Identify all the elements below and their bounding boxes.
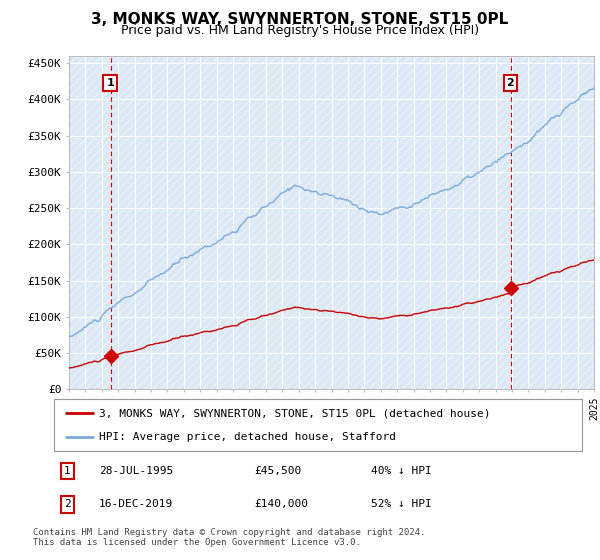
Text: £45,500: £45,500 xyxy=(254,466,302,476)
Text: 28-JUL-1995: 28-JUL-1995 xyxy=(99,466,173,476)
Text: Price paid vs. HM Land Registry's House Price Index (HPI): Price paid vs. HM Land Registry's House … xyxy=(121,24,479,36)
Text: 3, MONKS WAY, SWYNNERTON, STONE, ST15 0PL (detached house): 3, MONKS WAY, SWYNNERTON, STONE, ST15 0P… xyxy=(99,408,490,418)
Text: 3, MONKS WAY, SWYNNERTON, STONE, ST15 0PL: 3, MONKS WAY, SWYNNERTON, STONE, ST15 0P… xyxy=(91,12,509,27)
Text: 40% ↓ HPI: 40% ↓ HPI xyxy=(371,466,431,476)
Text: 2: 2 xyxy=(64,500,71,510)
Text: £140,000: £140,000 xyxy=(254,500,308,510)
Text: 16-DEC-2019: 16-DEC-2019 xyxy=(99,500,173,510)
Text: 1: 1 xyxy=(64,466,71,476)
Text: 1: 1 xyxy=(106,78,114,88)
Text: HPI: Average price, detached house, Stafford: HPI: Average price, detached house, Staf… xyxy=(99,432,396,442)
Text: Contains HM Land Registry data © Crown copyright and database right 2024.
This d: Contains HM Land Registry data © Crown c… xyxy=(33,528,425,547)
Text: 52% ↓ HPI: 52% ↓ HPI xyxy=(371,500,431,510)
Text: 2: 2 xyxy=(506,78,514,88)
